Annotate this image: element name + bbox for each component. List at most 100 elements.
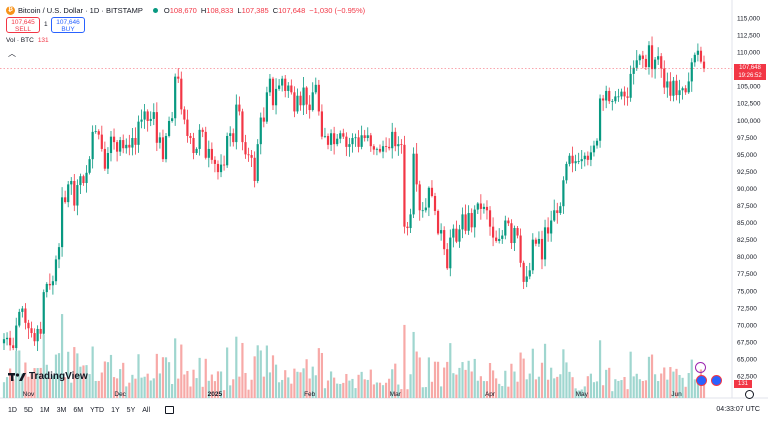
candle-body (650, 45, 654, 70)
candle-body (290, 85, 293, 93)
tf-5y[interactable]: 5Y (126, 406, 136, 414)
volume-bar (681, 377, 684, 398)
live-dot-icon (152, 7, 158, 13)
candle-body (106, 153, 110, 169)
volume-bar (421, 387, 424, 398)
date-range-icon[interactable] (165, 406, 175, 414)
tf-3m[interactable]: 3M (56, 406, 67, 414)
tf-all[interactable]: All (142, 406, 151, 414)
tf-1y[interactable]: 1Y (111, 406, 120, 414)
tf-ytd[interactable]: YTD (90, 406, 105, 414)
candle-body (485, 206, 489, 211)
candle-body (519, 235, 522, 263)
price-tick-label: 95,000 (737, 152, 757, 159)
volume-bar (235, 336, 238, 398)
volume-bar (571, 377, 574, 398)
candle-body (488, 210, 492, 227)
volume-bar (635, 373, 638, 398)
volume-bar (464, 369, 467, 398)
candle-body (470, 213, 473, 228)
candle-body (351, 138, 354, 145)
price-tick-label: 85,000 (737, 220, 757, 227)
candle-body (293, 92, 296, 112)
tradingview-logo[interactable]: TradingView (8, 371, 88, 382)
volume-bar (64, 377, 67, 398)
candle-body (565, 163, 568, 181)
volume-bar (21, 373, 24, 398)
tf-1m[interactable]: 1M (39, 406, 50, 414)
settings-icon[interactable] (745, 390, 754, 399)
candle-body (516, 228, 519, 236)
candle-body (360, 135, 363, 147)
tf-6m[interactable]: 6M (73, 406, 84, 414)
volume-bar (482, 381, 486, 398)
volume-bar (507, 386, 510, 398)
volume-bar (348, 380, 351, 398)
buy-button[interactable]: 107,646 BUY (51, 17, 85, 33)
volume-bar (467, 360, 470, 398)
volume-bar (534, 379, 537, 398)
sell-button[interactable]: 107,645 SELL (6, 17, 40, 33)
volume-bar (638, 379, 641, 398)
volume-bar (36, 368, 39, 398)
volume-bar (660, 373, 663, 398)
candle-body (378, 148, 382, 152)
event-icon[interactable] (695, 362, 706, 373)
volume-bar (125, 386, 128, 398)
volume-bar (702, 377, 706, 398)
utc-clock[interactable]: 04:33:07 UTC (716, 406, 760, 413)
candle-body (259, 117, 262, 145)
volume-bar (400, 389, 403, 398)
tf-1d[interactable]: 1D (8, 406, 17, 414)
candle-body (537, 238, 541, 244)
time-tick-label: Jun (671, 391, 682, 398)
symbol-header[interactable]: ₿ Bitcoin / U.S. Dollar · 1D · BITSTAMP … (6, 4, 365, 16)
candle-body (699, 50, 703, 62)
volume-label: Vol · BTC (6, 37, 34, 44)
volume-bar (116, 378, 119, 398)
volume-bar (378, 382, 382, 398)
candle-body (268, 78, 272, 93)
candle-body (443, 230, 446, 250)
flag-icon[interactable] (711, 375, 722, 386)
candle-body (302, 87, 305, 106)
price-tick-label: 72,500 (737, 305, 757, 312)
volume-bar (308, 378, 311, 398)
candle-body (30, 328, 33, 334)
tf-5d[interactable]: 5D (23, 406, 33, 414)
candle-body (388, 146, 391, 149)
flag-icon[interactable] (696, 375, 707, 386)
candle-body (171, 118, 174, 121)
volume-bar (183, 374, 186, 398)
collapse-chevron-icon[interactable]: ︿ (8, 49, 16, 58)
candle-body (311, 92, 314, 111)
volume-bar (485, 381, 489, 398)
volume-bar (470, 371, 473, 398)
candle-body (430, 187, 434, 196)
volume-bar (85, 365, 88, 398)
candle-body (620, 91, 623, 97)
volume-legend[interactable]: Vol · BTC 131 (6, 37, 49, 44)
volume-bar (592, 382, 596, 398)
candle-body (18, 311, 21, 326)
candle-body (580, 159, 583, 162)
volume-bar (501, 386, 504, 398)
candle-body (418, 184, 421, 211)
candle-body (629, 73, 632, 98)
volume-bar (525, 379, 528, 398)
low-value: 107,385 (241, 5, 269, 15)
candle-body (400, 144, 403, 145)
candle-body (339, 133, 342, 139)
candle-body (296, 95, 299, 112)
candle-body (229, 133, 232, 136)
candle-body (238, 104, 241, 112)
volume-bar (244, 372, 247, 398)
volume-bar (299, 372, 302, 398)
volume-bar (608, 367, 611, 398)
candle-body (329, 133, 333, 145)
candle-body (125, 144, 128, 149)
volume-bar (326, 380, 330, 398)
symbol-title[interactable]: Bitcoin / U.S. Dollar · 1D · BITSTAMP (18, 5, 143, 15)
